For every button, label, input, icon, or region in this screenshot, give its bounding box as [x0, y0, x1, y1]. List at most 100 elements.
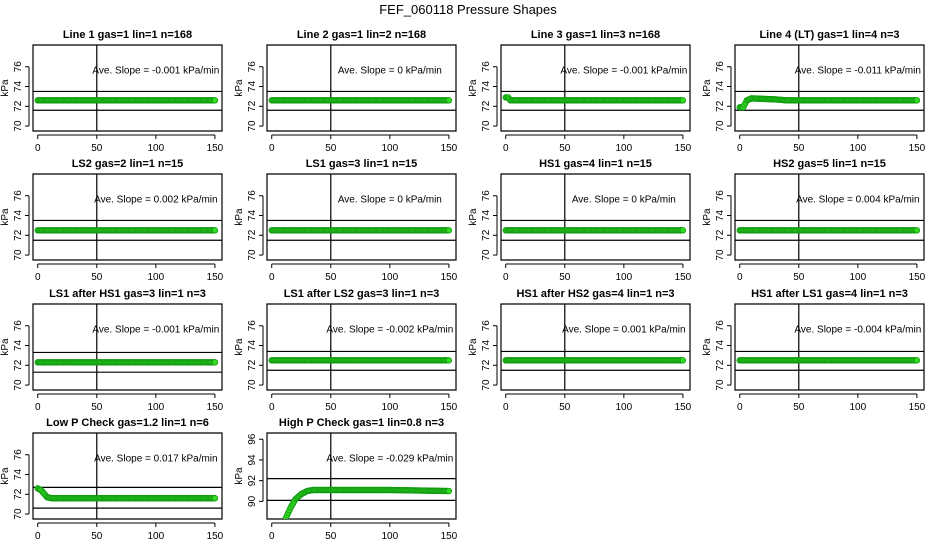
- panel: HS1 after LS1 gas=4 lin=1 n=3 Ave. Slope …: [702, 288, 926, 413]
- y-tick-label: 74: [715, 210, 726, 222]
- y-tick-label: 70: [715, 249, 726, 261]
- plot-area: Ave. Slope = -0.011 kPa/min: [735, 45, 924, 131]
- x-tick-label: 100: [382, 531, 399, 540]
- data-point: [211, 359, 219, 366]
- plot-area: Ave. Slope = -0.001 kPa/min: [33, 304, 222, 390]
- y-tick-label: 74: [247, 340, 258, 352]
- x-tick-label: 150: [909, 272, 926, 283]
- y-tick-label: 70: [481, 120, 492, 132]
- plot-area: Ave. Slope = 0.017 kPa/min: [33, 433, 222, 519]
- y-tick-label: 74: [13, 340, 24, 352]
- y-tick-label: 70: [481, 379, 492, 391]
- y-tick-label: 92: [247, 475, 258, 487]
- plot-frame: [266, 432, 457, 520]
- x-tick-label: 0: [269, 402, 275, 413]
- y-axis-label: kPa: [0, 79, 11, 97]
- x-tick-label: 50: [325, 402, 337, 413]
- x-tick-label: 0: [269, 272, 275, 283]
- y-tick-label: 76: [715, 61, 726, 73]
- data-point: [679, 227, 687, 234]
- x-tick-label: 0: [35, 402, 41, 413]
- slope-annotation: Ave. Slope = -0.001 kPa/min: [92, 324, 219, 335]
- plot-frame: [500, 303, 691, 391]
- panel: LS1 after HS1 gas=3 lin=1 n=3 Ave. Slope …: [0, 288, 224, 413]
- data-point: [913, 227, 921, 234]
- data-point: [445, 357, 453, 364]
- panel: HS2 gas=5 lin=1 n=15 Ave. Slope = 0.004 k…: [702, 158, 926, 283]
- slope-annotation: Ave. Slope = 0.017 kPa/min: [94, 453, 218, 464]
- x-tick-label: 0: [35, 272, 41, 283]
- x-tick-label: 150: [441, 143, 458, 154]
- plot-frame: [32, 44, 223, 132]
- y-tick-label: 72: [13, 100, 24, 112]
- y-tick-label: 74: [247, 81, 258, 93]
- plot-area: Ave. Slope = -0.004 kPa/min: [735, 304, 924, 390]
- y-axis-label: kPa: [234, 208, 245, 226]
- panel: LS1 gas=3 lin=1 n=15 Ave. Slope = 0 kPa/m…: [234, 158, 458, 283]
- panel-title: High P Check gas=1 lin=0.8 n=3: [279, 417, 444, 429]
- y-tick-label: 74: [481, 340, 492, 352]
- slope-annotation: Ave. Slope = -0.029 kPa/min: [326, 453, 453, 464]
- x-tick-label: 50: [793, 272, 805, 283]
- x-tick-label: 100: [382, 272, 399, 283]
- y-tick-label: 76: [247, 320, 258, 332]
- y-tick-label: 74: [13, 469, 24, 481]
- x-tick-label: 100: [850, 272, 867, 283]
- y-tick-label: 70: [13, 508, 24, 520]
- x-tick-label: 100: [616, 272, 633, 283]
- y-tick-label: 72: [715, 100, 726, 112]
- y-tick-label: 96: [247, 433, 258, 445]
- data-point: [679, 357, 687, 364]
- x-tick-label: 100: [616, 143, 633, 154]
- plot-area: Ave. Slope = -0.029 kPa/min: [267, 433, 456, 519]
- slope-annotation: Ave. Slope = 0 kPa/min: [572, 194, 676, 205]
- data-point: [211, 495, 219, 502]
- panel: Line 1 gas=1 lin=1 n=168 Ave. Slope = -0.…: [0, 29, 224, 154]
- y-tick-label: 70: [13, 379, 24, 391]
- y-tick-label: 74: [481, 210, 492, 222]
- x-tick-label: 100: [382, 143, 399, 154]
- x-tick-label: 150: [207, 272, 224, 283]
- panel: Line 2 gas=1 lin=2 n=168 Ave. Slope = 0 k…: [234, 29, 458, 154]
- figure-title: FEF_060118 Pressure Shapes: [379, 2, 557, 17]
- y-axis-label: kPa: [0, 208, 11, 226]
- y-tick-label: 70: [715, 379, 726, 391]
- panel-title: Line 2 gas=1 lin=2 n=168: [297, 29, 426, 41]
- panel-title: Line 4 (LT) gas=1 lin=4 n=3: [759, 29, 899, 41]
- panel-title: HS1 gas=4 lin=1 n=15: [539, 158, 652, 170]
- panel: High P Check gas=1 lin=0.8 n=3 Ave. Slope…: [234, 417, 458, 542]
- y-axis-label: kPa: [234, 467, 245, 485]
- y-axis-label: kPa: [468, 338, 479, 356]
- plot-area: Ave. Slope = -0.002 kPa/min: [267, 304, 456, 390]
- panel: Line 4 (LT) gas=1 lin=4 n=3 Ave. Slope = …: [702, 29, 926, 154]
- y-tick-label: 72: [715, 229, 726, 241]
- data-point: [913, 357, 921, 364]
- x-tick-label: 100: [850, 402, 867, 413]
- x-tick-label: 0: [737, 402, 743, 413]
- x-tick-label: 50: [793, 402, 805, 413]
- panel: LS2 gas=2 lin=1 n=15 Ave. Slope = 0.002 k…: [0, 158, 224, 283]
- panel: Low P Check gas=1.2 lin=1 n=6 Ave. Slope …: [0, 417, 224, 542]
- x-tick-label: 50: [325, 272, 337, 283]
- y-axis-label: kPa: [0, 338, 11, 356]
- y-tick-label: 70: [13, 249, 24, 261]
- x-tick-label: 50: [325, 143, 337, 154]
- plot-area: Ave. Slope = 0.001 kPa/min: [501, 304, 690, 390]
- panel-title: LS1 after HS1 gas=3 lin=1 n=3: [49, 288, 206, 300]
- y-tick-label: 76: [247, 190, 258, 202]
- y-axis-label: kPa: [702, 208, 713, 226]
- y-axis-label: kPa: [702, 79, 713, 97]
- y-tick-label: 76: [481, 61, 492, 73]
- y-axis-label: kPa: [0, 467, 11, 485]
- panel: HS1 after HS2 gas=4 lin=1 n=3 Ave. Slope …: [468, 288, 692, 413]
- slope-annotation: Ave. Slope = -0.001 kPa/min: [560, 65, 687, 76]
- x-tick-label: 0: [269, 531, 275, 540]
- y-tick-label: 76: [13, 449, 24, 461]
- y-axis-label: kPa: [234, 338, 245, 356]
- x-tick-label: 100: [148, 531, 165, 540]
- slope-annotation: Ave. Slope = -0.011 kPa/min: [795, 65, 921, 76]
- y-tick-label: 72: [481, 100, 492, 112]
- x-tick-label: 100: [850, 143, 867, 154]
- slope-annotation: Ave. Slope = 0 kPa/min: [338, 194, 442, 205]
